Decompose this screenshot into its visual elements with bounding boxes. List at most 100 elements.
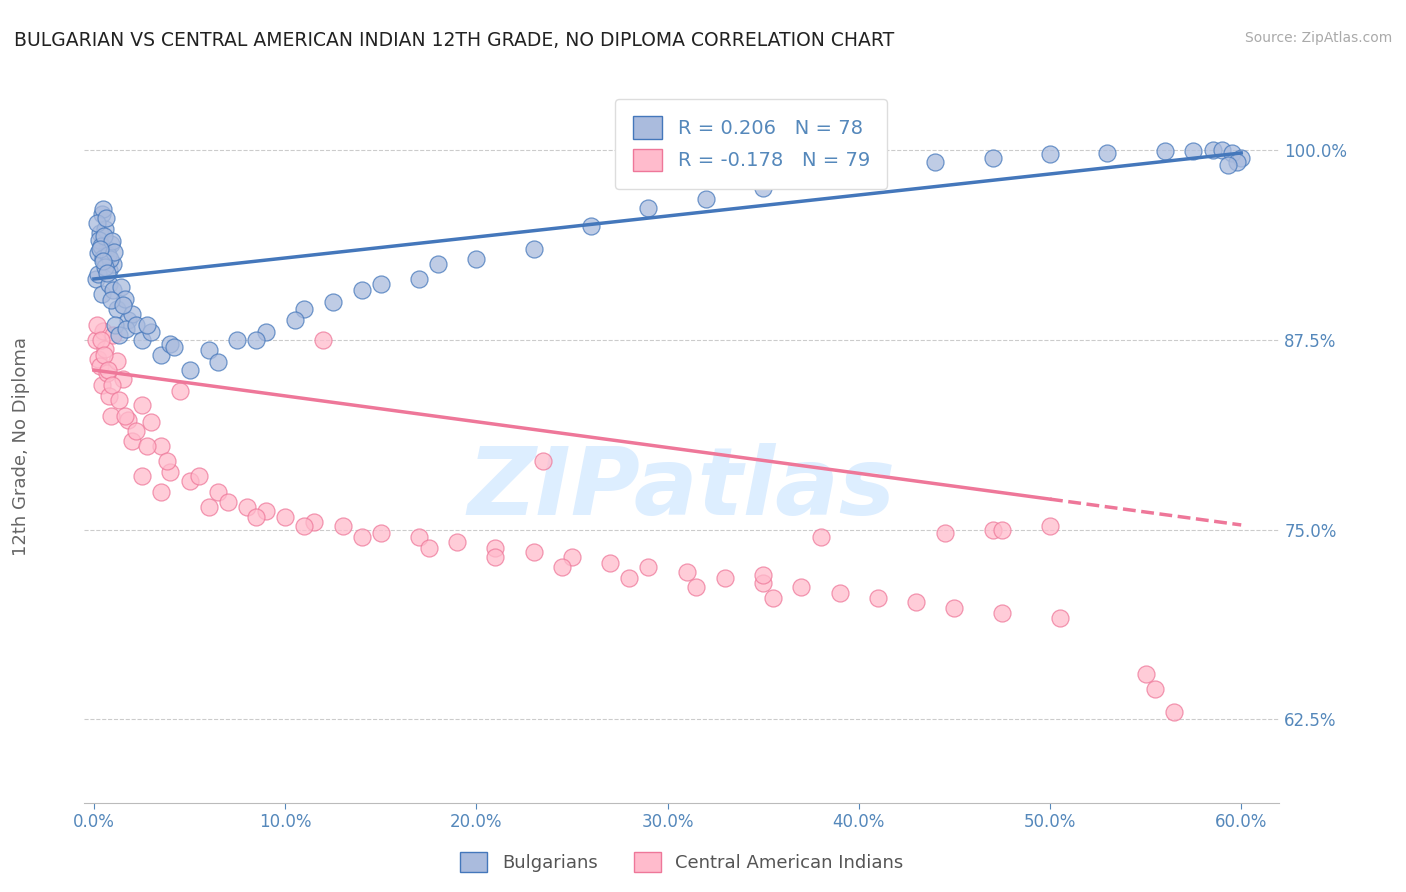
Point (93, 348, 115, 362)
Point (1201, 143, 1223, 157)
Point (101, 283, 124, 297)
Point (370, 277, 392, 291)
Point (991, 523, 1014, 537)
Point (934, 525, 956, 540)
Point (159, 465, 181, 479)
Point (226, 333, 249, 347)
Point (96, 242, 118, 256)
Point (752, 181, 775, 195)
Point (188, 469, 211, 483)
Point (141, 325, 163, 339)
Point (84, 272, 107, 286)
Point (96, 211, 118, 226)
Point (89, 227, 111, 241)
Point (752, 568, 775, 582)
Point (90, 333, 112, 347)
Point (90, 287, 112, 301)
Point (149, 348, 172, 362)
Point (121, 307, 143, 321)
Point (714, 571, 737, 585)
Point (131, 398, 153, 412)
Point (94, 342, 117, 356)
Text: ZIPatlas: ZIPatlas (468, 442, 896, 535)
Point (86, 216, 108, 230)
Point (114, 292, 136, 306)
Point (523, 545, 546, 559)
Point (350, 283, 373, 297)
Point (90, 238, 112, 252)
Point (125, 318, 148, 332)
Point (905, 595, 928, 609)
Point (370, 525, 392, 540)
Point (1220, 145, 1243, 160)
Point (312, 333, 335, 347)
Point (98, 252, 121, 267)
Point (943, 601, 966, 615)
Point (350, 530, 373, 544)
Point (114, 409, 136, 423)
Point (675, 565, 697, 579)
Point (179, 474, 201, 488)
Point (159, 337, 181, 351)
Point (93, 202, 115, 216)
Point (284, 313, 307, 327)
Point (169, 384, 191, 399)
Point (89, 242, 111, 256)
Point (125, 424, 148, 438)
Point (94, 222, 117, 236)
Point (531, 454, 554, 468)
Point (155, 454, 177, 468)
Point (1182, 145, 1205, 159)
Point (100, 409, 122, 423)
Point (790, 580, 813, 594)
Point (1153, 145, 1175, 159)
Point (87, 352, 110, 367)
Point (136, 318, 159, 332)
Point (619, 571, 641, 585)
Point (91, 251, 114, 265)
Point (96, 266, 118, 280)
Point (465, 252, 488, 267)
Point (121, 434, 143, 449)
Point (87, 268, 110, 282)
Point (131, 469, 153, 483)
Point (115, 322, 138, 336)
Point (197, 343, 219, 358)
Point (98, 263, 121, 277)
Point (599, 556, 621, 570)
Point (149, 439, 172, 453)
Point (149, 484, 172, 499)
Point (207, 484, 229, 499)
Point (551, 560, 574, 574)
Point (981, 151, 1004, 165)
Point (685, 580, 707, 594)
Point (163, 340, 186, 354)
Point (1144, 681, 1167, 696)
Point (84, 333, 107, 347)
Point (484, 541, 506, 555)
Point (762, 591, 785, 605)
Point (408, 530, 430, 544)
Point (418, 541, 440, 555)
Point (427, 257, 450, 271)
Point (131, 333, 153, 347)
Point (924, 155, 946, 169)
Point (107, 393, 129, 408)
Point (810, 530, 832, 544)
Point (100, 293, 122, 308)
Point (101, 234, 124, 248)
Point (561, 549, 583, 564)
Point (292, 302, 315, 317)
Point (828, 586, 851, 600)
Point (141, 415, 163, 429)
Point (101, 378, 124, 392)
Point (217, 495, 239, 509)
Point (523, 242, 546, 256)
Point (254, 504, 277, 518)
Point (1039, 147, 1062, 161)
Point (245, 333, 267, 347)
Point (1163, 705, 1185, 719)
Text: BULGARIAN VS CENTRAL AMERICAN INDIAN 12TH GRADE, NO DIPLOMA CORRELATION CHART: BULGARIAN VS CENTRAL AMERICAN INDIAN 12T… (14, 31, 894, 50)
Point (105, 354, 128, 368)
Point (97, 363, 120, 377)
